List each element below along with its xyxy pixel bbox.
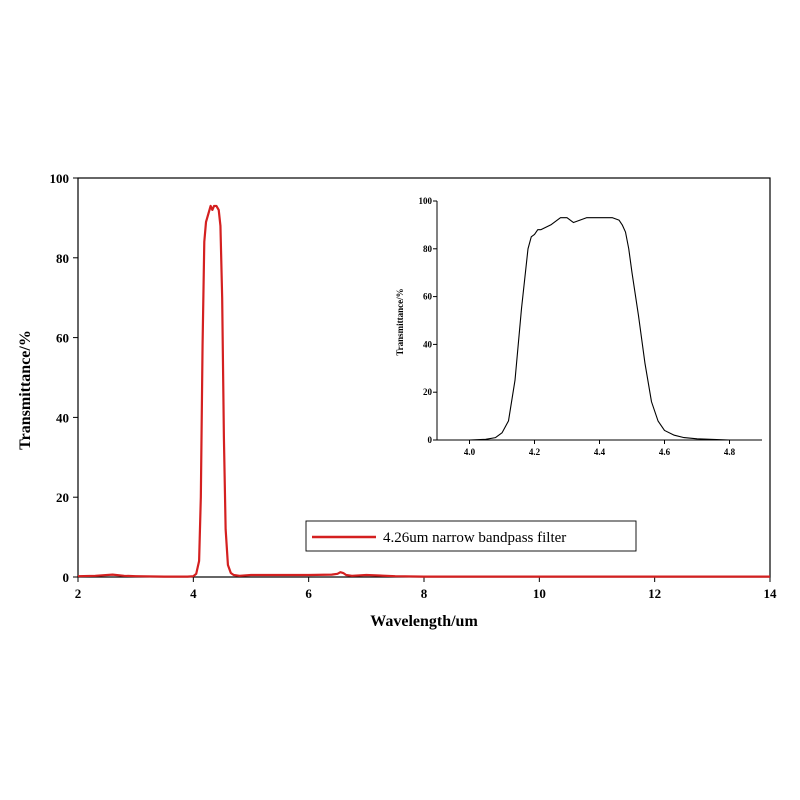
inset-y-tick-label: 100 xyxy=(419,196,433,206)
main-y-tick-label: 40 xyxy=(56,410,69,425)
main-y-tick-label: 60 xyxy=(56,331,69,346)
inset-chart: 4.0 4.2 4.4 4.6 4.8 0 20 40 60 80 100 Transmittanc… xyxy=(395,196,762,457)
inset-x-tick-label: 4.6 xyxy=(659,447,671,457)
inset-x-tick-label: 4.8 xyxy=(724,447,736,457)
inset-y-tick-label: 80 xyxy=(423,244,433,254)
legend: 4.26um narrow bandpass filter xyxy=(305,520,637,552)
main-chart: 2 4 6 8 10 12 14 0 20 40 60 80 100 Wavelength/um Tra… xyxy=(17,171,777,630)
inset-x-tick-label: 4.0 xyxy=(464,447,476,457)
inset-y-tick-label: 0 xyxy=(428,435,433,445)
main-x-tick-label: 2 xyxy=(75,586,82,601)
inset-y-tick-label: 40 xyxy=(423,339,433,349)
inset-ticks: 4.0 4.2 4.4 4.6 4.8 0 20 40 60 80 100 xyxy=(419,196,736,457)
main-ticks: 2 4 6 8 10 12 14 0 20 40 60 80 100 xyxy=(50,171,778,601)
inset-y-axis-title: Transmittance/% xyxy=(395,288,405,355)
main-y-tick-label: 20 xyxy=(56,490,69,505)
main-y-tick-label: 0 xyxy=(63,570,70,585)
inset-x-tick-label: 4.2 xyxy=(529,447,541,457)
main-y-tick-label: 100 xyxy=(50,171,70,186)
legend-label: 4.26um narrow bandpass filter xyxy=(383,530,566,546)
inset-y-tick-label: 20 xyxy=(423,387,433,397)
inset-x-tick-label: 4.4 xyxy=(594,447,606,457)
main-x-tick-label: 4 xyxy=(190,586,197,601)
main-x-tick-label: 6 xyxy=(305,586,312,601)
main-x-tick-label: 8 xyxy=(421,586,428,601)
main-plot-frame xyxy=(77,177,771,578)
main-x-tick-label: 10 xyxy=(533,586,546,601)
main-y-axis-title: Transmittance/% xyxy=(17,330,34,450)
main-x-tick-label: 14 xyxy=(764,586,778,601)
inset-series-line xyxy=(437,217,762,441)
main-x-tick-label: 12 xyxy=(648,586,661,601)
inset-y-tick-label: 60 xyxy=(423,292,433,302)
main-x-axis-title: Wavelength/um xyxy=(370,613,478,630)
main-y-tick-label: 80 xyxy=(56,251,69,266)
main-series-line xyxy=(77,204,770,578)
